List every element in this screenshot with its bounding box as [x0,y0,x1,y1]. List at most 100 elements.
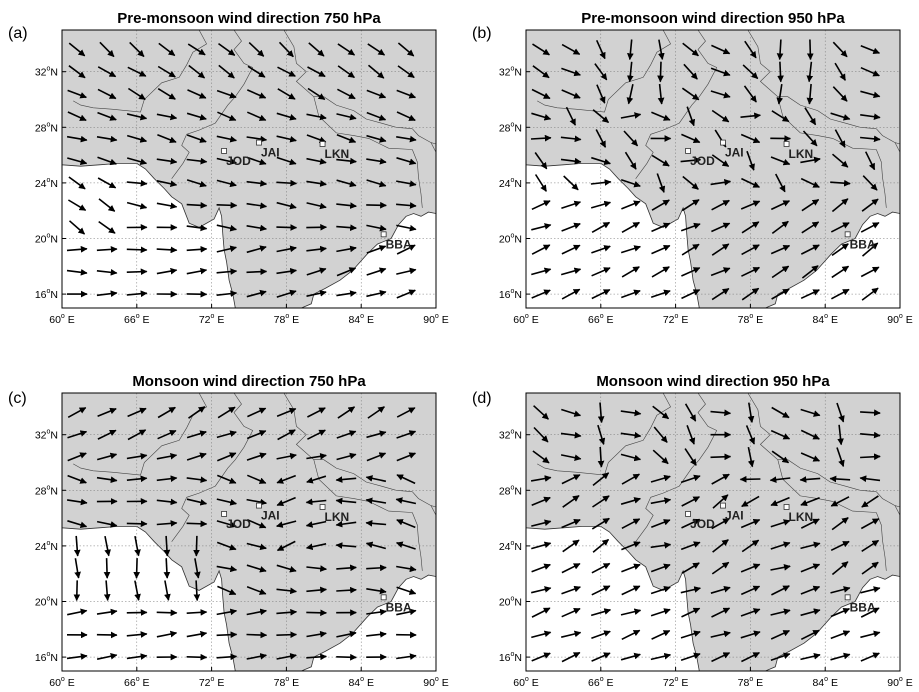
wind-arrow [307,66,326,78]
wind-arrow [396,519,416,529]
wind-arrow [800,244,820,255]
wind-arrow [806,39,814,61]
wind-arrow [650,474,671,483]
wind-arrow [217,111,237,121]
wind-arrow [126,653,148,660]
wind-arrow [832,86,848,102]
wind-arrow [186,224,208,232]
station-marker [844,594,851,601]
wind-arrow [597,446,605,468]
lon-tick-label: 84o E [348,676,374,689]
wind-arrow [307,407,326,418]
wind-arrow [802,130,818,147]
wind-arrow [186,653,208,661]
wind-arrow [653,426,668,443]
wind-arrow [396,653,417,660]
lat-tick-label: 32oN [499,66,522,79]
wind-arrow [164,580,171,601]
map-frame [525,29,901,309]
wind-arrow [592,472,610,487]
wind-arrow [592,495,610,508]
wind-arrow [246,518,267,529]
wind-arrow [534,174,547,192]
wind-arrow [860,135,881,143]
wind-arrow [832,41,848,58]
country-border [876,128,900,145]
wind-arrow [97,177,117,189]
wind-arrow [67,608,88,616]
wind-arrow [744,40,757,59]
wind-arrow [830,630,851,640]
panel-title: Pre-monsoon wind direction 950 hPa [581,10,845,27]
wind-arrow [396,586,417,595]
wind-arrow [861,495,879,508]
wind-arrow [367,406,385,419]
wind-arrow [96,520,118,528]
wind-arrow [365,497,387,505]
wind-arrow [830,496,850,507]
wind-arrow [217,585,237,596]
wind-arrow [246,224,267,232]
map-frame [61,29,437,309]
wind-arrow [396,180,417,187]
wind-arrow [186,498,208,506]
wind-arrow [746,150,755,171]
wind-arrow [68,42,86,57]
wind-arrow [127,407,147,418]
lon-tick-label: 90o E [887,676,913,689]
wind-arrow [158,42,176,57]
wind-arrow [246,111,267,121]
wind-arrow [216,541,237,551]
wind-arrow [651,222,671,233]
wind-arrow [365,519,387,527]
wind-arrow [623,130,639,147]
wind-arrow [562,539,580,553]
wind-arrow [595,39,606,60]
wind-arrow [126,475,148,483]
wind-arrow [396,267,417,275]
wind-arrow [680,156,702,164]
wind-arrow [336,586,357,594]
wind-arrow [680,474,701,484]
wind-arrow [396,565,417,573]
wind-arrow [366,157,387,165]
wind-arrow [216,430,237,439]
wind-arrow [157,65,176,78]
wind-arrow [97,156,117,166]
wind-arrow [860,409,881,417]
wind-arrow [246,180,268,187]
wind-arrow [651,244,671,255]
wind-arrow [156,246,178,254]
wind-arrow [831,243,849,257]
station-label: BBA [850,600,876,614]
wind-arrow [621,266,640,278]
wind-arrow [67,452,87,462]
wind-arrow [711,652,731,663]
wind-arrow [186,179,207,188]
wind-arrow [740,608,761,617]
wind-arrow [68,220,86,235]
lon-tick-label: 84o E [348,313,374,326]
country-border [635,393,718,542]
lat-tick-label: 24oN [499,540,522,553]
wind-arrow [831,198,849,213]
wind-arrow [306,586,327,594]
station-marker [319,141,326,147]
wind-arrow [561,43,581,55]
wind-arrow [104,535,111,557]
wind-arrow [335,476,357,483]
wind-arrow [305,520,327,528]
wind-arrow [276,112,297,121]
wind-arrow [711,109,730,123]
country-border [412,128,436,145]
country-border [430,142,436,153]
wind-arrow [771,220,789,235]
wind-vectors [66,41,417,299]
wind-arrow [216,631,238,639]
wind-arrow [277,429,296,441]
map-area: JOD JAI LKN BBA [526,30,900,308]
wind-arrow [864,151,876,171]
wind-arrow [396,135,417,143]
lat-tick-label: 32oN [35,66,58,79]
wind-arrow [711,473,730,485]
